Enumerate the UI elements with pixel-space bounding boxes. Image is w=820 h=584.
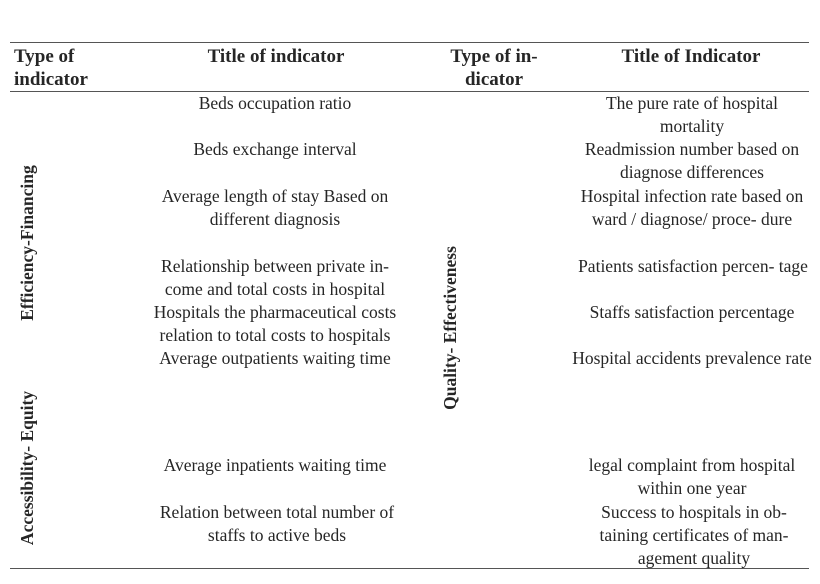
right-indicator-3: Hospital infection rate based on ward / … bbox=[580, 186, 804, 229]
header-title-right: Title of Indicator bbox=[621, 46, 761, 67]
left-indicator-5: Hospitals the pharmaceutical costs relat… bbox=[153, 302, 397, 345]
right-indicator-8: Success to hospitals in ob- taining cert… bbox=[599, 502, 789, 568]
table-bottom-rule bbox=[10, 568, 809, 569]
right-indicator-4: Patients satisfaction percen- tage bbox=[578, 256, 808, 276]
right-indicator-7: legal complaint from hospital within one… bbox=[588, 455, 796, 498]
header-type-right: Type of in- dicator bbox=[450, 46, 538, 90]
left-indicator-6: Average outpatients waiting time bbox=[159, 348, 391, 368]
left-indicator-1: Beds occupation ratio bbox=[198, 93, 352, 113]
table-top-rule bbox=[10, 42, 809, 43]
left-indicator-4: Relationship between private in- come an… bbox=[161, 256, 389, 299]
left-indicator-2: Beds exchange interval bbox=[193, 139, 357, 159]
header-title-left: Title of indicator bbox=[207, 46, 345, 67]
left-indicator-8: Relation between total number of staffs … bbox=[159, 502, 395, 545]
header-rule bbox=[10, 91, 809, 92]
right-indicator-1: The pure rate of hospital mortality bbox=[605, 93, 779, 136]
right-indicator-6: Hospital accidents prevalence rate bbox=[572, 348, 812, 368]
header-type-left: Type of indicator bbox=[14, 46, 88, 90]
category-quality: Quality- Effectiveness bbox=[440, 246, 460, 410]
left-indicator-3: Average length of stay Based on differen… bbox=[161, 186, 389, 229]
category-accessibility: Accessibility- Equity bbox=[17, 390, 37, 546]
left-indicator-7: Average inpatients waiting time bbox=[163, 455, 387, 475]
category-efficiency: Efficiency-Financing bbox=[17, 165, 37, 321]
right-indicator-2: Readmission number based on diagnose dif… bbox=[584, 139, 800, 182]
right-indicator-5: Staffs satisfaction percentage bbox=[589, 302, 795, 322]
